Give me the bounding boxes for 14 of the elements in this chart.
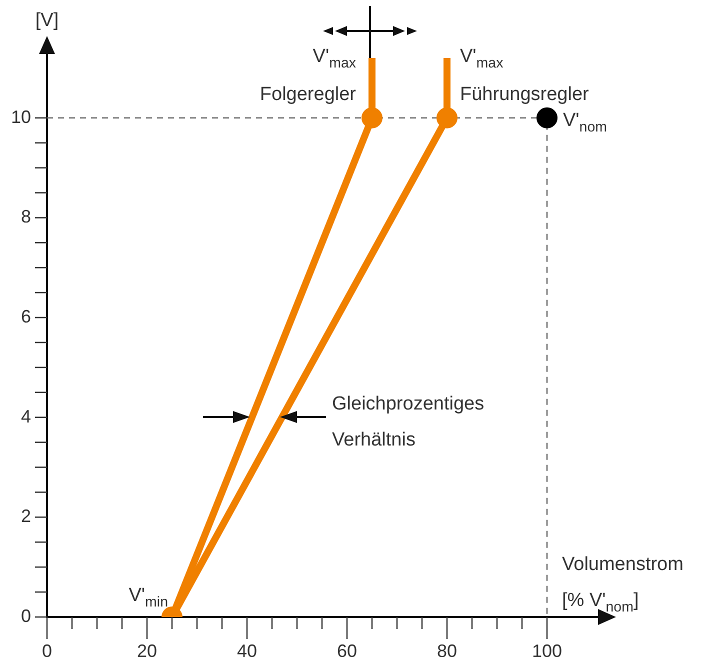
annotation: Gleichprozentiges Verhältnis — [332, 393, 484, 450]
x-tick-label: 60 — [336, 640, 358, 657]
y-tick-label: 2 — [20, 506, 31, 526]
x-tick-label: 80 — [436, 640, 458, 657]
y-tick-label: 4 — [20, 406, 31, 426]
x-tick-label: 20 — [136, 640, 158, 657]
y-tick-label: 8 — [20, 206, 31, 227]
x-tick-label: 0 — [42, 640, 52, 657]
y-axis-title: [V] — [35, 10, 59, 31]
y-tick-label: 10 — [10, 106, 31, 127]
y-tick-label: 0 — [20, 606, 31, 626]
y-tick-label: 6 — [20, 306, 31, 326]
x-tick-label: 100 — [532, 640, 562, 657]
x-tick-label: 40 — [236, 640, 258, 657]
